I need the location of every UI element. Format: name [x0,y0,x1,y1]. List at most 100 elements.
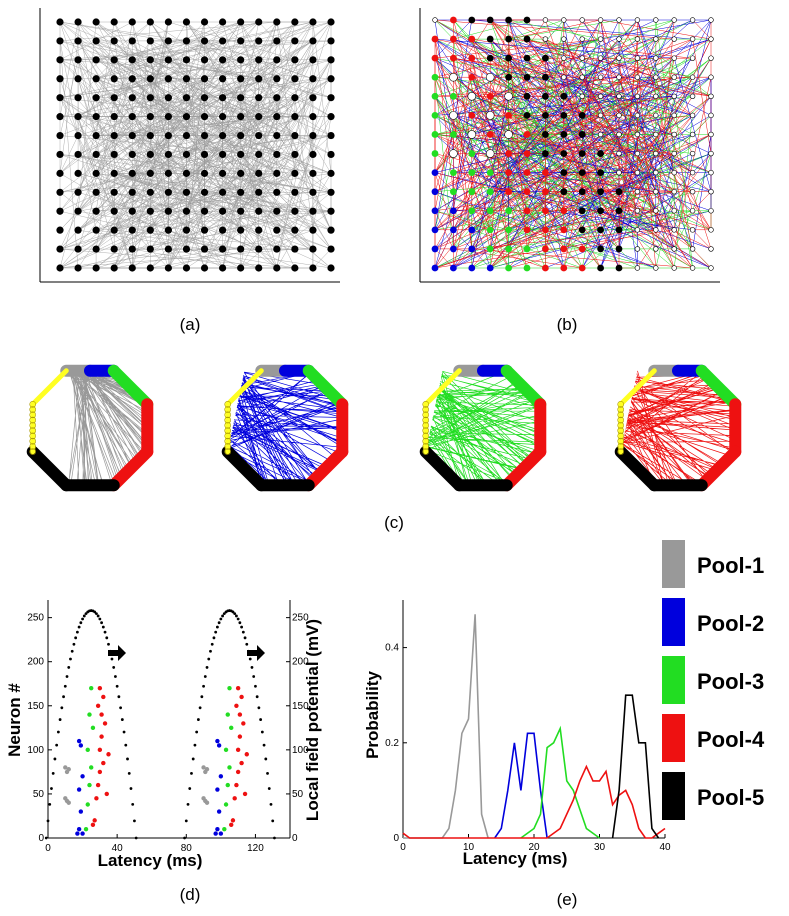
node-dot [560,226,568,234]
node-dot [708,36,714,42]
node-dot [273,131,281,140]
node-dot [653,227,659,233]
node-dot [671,36,677,42]
pool-segment [302,445,349,492]
lfp-dot [122,730,126,734]
node-dot [560,169,568,177]
node-dot [237,113,245,121]
node-dot [309,150,317,159]
ring [29,411,37,419]
node-dot [128,94,136,102]
raster-point [99,712,104,717]
node-dot [708,150,714,157]
y-tick-label: 200 [27,657,44,668]
node-dot [542,36,549,42]
node-dot [542,169,549,177]
node-dot [128,75,136,83]
lfp-dot [46,819,50,823]
panel-b-nodes [431,16,714,272]
lfp-dot [84,612,88,616]
raster-point [78,809,84,814]
node-dot [505,16,512,24]
node-dot [486,207,494,215]
node-dot [219,207,227,215]
node-dot [327,75,335,83]
node-dot [597,150,604,157]
node-dot [597,131,604,138]
node-dot [449,149,458,158]
node-dot [128,169,136,177]
lfp-dot [195,730,199,734]
node-dot [653,265,659,271]
node-dot [689,246,696,252]
node-dot [219,188,227,196]
node-dot [327,113,335,121]
node-dot [653,169,659,176]
node-dot [561,74,567,80]
node-dot [671,208,677,214]
node-dot [273,207,281,215]
node-dot [182,113,191,121]
series-line-pool-2 [494,732,548,839]
raster-point [227,685,232,691]
node-dot [450,226,457,234]
ring [617,432,625,440]
node-dot [616,17,622,23]
node-dot [200,113,209,121]
panel-d-raster-plot: 0 40 80 120 0 50 100 150 200 250 0 50 100 150 200 250 N… [5,600,322,870]
node-dot [146,150,154,159]
raster-point [102,721,108,726]
node-dot [523,207,531,215]
lfp-dot [129,787,133,790]
node-dot [431,73,439,81]
node-dot [291,264,299,272]
octagon-network [221,364,349,492]
node-dot [505,207,512,215]
node-dot [634,93,641,100]
node-dot [597,112,604,119]
node-dot [597,36,604,42]
node-dot [431,111,439,119]
node-dot [634,208,641,214]
node-dot [110,169,118,177]
node-dot [708,55,714,61]
node-dot [616,169,622,176]
lfp-dot [63,684,67,688]
node-dot [450,169,457,177]
ring [224,422,232,429]
node-dot [468,16,476,24]
node-dot [671,55,677,61]
pool-segment [419,445,466,492]
node-dot [255,207,263,215]
lfp-dot [248,657,252,661]
node-dot [542,111,549,119]
x-tick-label: 40 [659,842,671,853]
node-dot [92,37,100,45]
legend: Pool-1 Pool-2 Pool-3 Pool-4 Pool-5 [662,540,765,820]
node-dot [689,169,696,176]
node-dot [255,131,263,140]
pool-segment [225,368,264,407]
lfp-dot [77,625,81,629]
legend-swatch [662,714,685,762]
node-dot [200,207,209,215]
node-dot [200,150,209,159]
ring [29,416,37,424]
node-dot [309,75,317,83]
node-dot [327,18,335,26]
node-dot [110,113,118,121]
node-dot [689,36,696,42]
ring [617,443,625,450]
node-dot [273,169,281,177]
node-dot [486,188,494,196]
lfp-dot [70,649,74,653]
node-dot [219,56,227,64]
node-dot [542,54,549,62]
node-dot [560,150,568,157]
node-dot [237,56,245,64]
node-dot [578,245,586,253]
node-dot [431,54,439,62]
lfp-dot [119,706,122,710]
node-dot [255,113,263,121]
lfp-dot [72,642,76,646]
